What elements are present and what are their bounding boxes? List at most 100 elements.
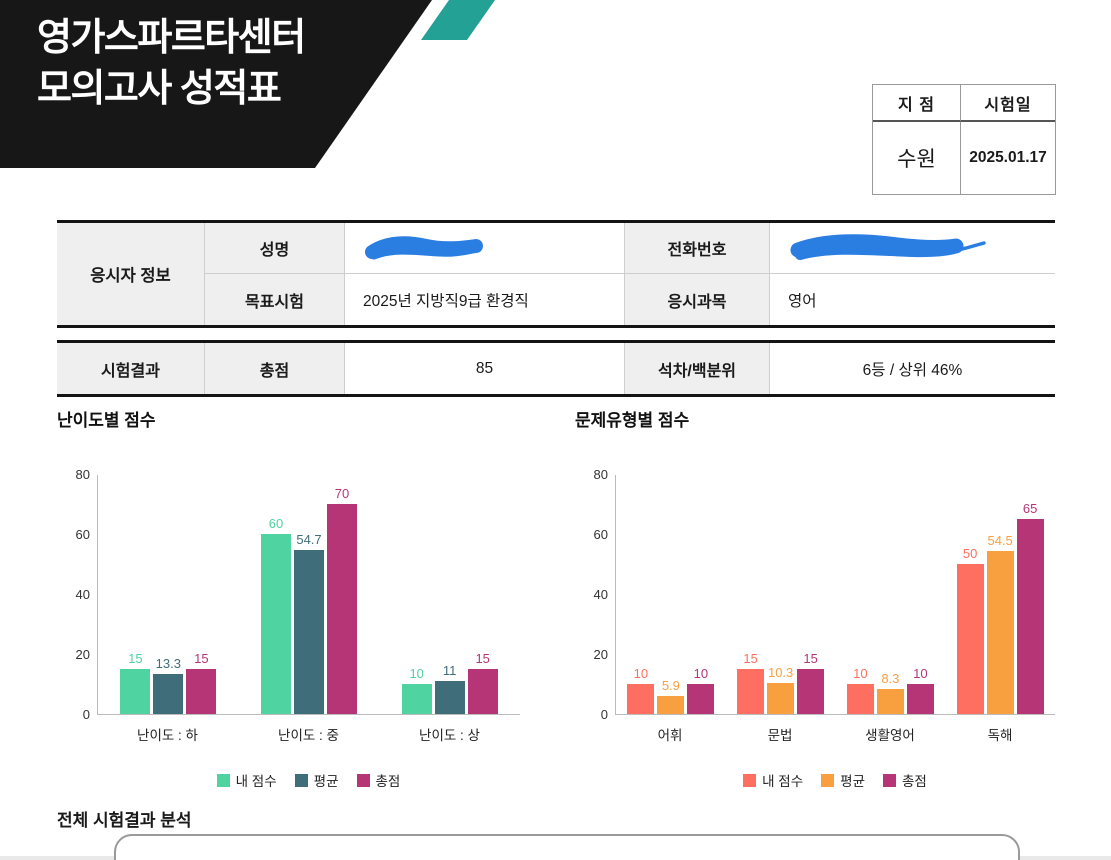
exam-date-header: 시험일	[961, 85, 1055, 122]
bar-groups: 15 13.3 15 60 54.7 70 10 11 15	[98, 475, 520, 714]
bar-group: 10 11 15	[379, 475, 520, 714]
y-axis-tick: 0	[82, 707, 90, 722]
exam-result-table: 시험결과 총점 85 석차/백분위 6등 / 상위 46%	[57, 340, 1055, 397]
legend-swatch	[216, 773, 230, 787]
bar-value-label: 54.7	[296, 531, 322, 547]
y-axis-tick: 60	[593, 527, 608, 542]
x-axis-labels: 난이도 : 하 난이도 : 중 난이도 : 상	[97, 724, 520, 744]
bar-value-label: 54.5	[987, 532, 1013, 548]
bar	[956, 564, 984, 714]
x-axis-category-label: 독해	[987, 728, 1013, 743]
bar	[401, 684, 432, 714]
bar	[120, 669, 151, 714]
bar-value-label: 10	[853, 666, 868, 681]
bar-group: 50 54.5 65	[945, 475, 1055, 714]
bar-with-label: 50	[956, 546, 984, 714]
legend-swatch	[294, 773, 308, 787]
report-title: 영가스파르타센터 모의고사 성적표	[37, 13, 306, 115]
branch-date-table: 지 점 시험일 수원 2025.01.17	[872, 84, 1056, 195]
bar-with-label: 10.3	[767, 665, 795, 714]
total-score-value: 85	[345, 343, 625, 394]
analysis-section-title: 전체 시험결과 분석	[57, 811, 192, 830]
y-axis-tick: 60	[75, 527, 90, 542]
legend-label: 내 점수	[762, 774, 804, 789]
bar-with-label: 15	[797, 651, 825, 714]
bar-with-label: 15	[120, 651, 151, 714]
bar-value-label: 10	[693, 666, 709, 681]
bar-with-label: 65	[1016, 501, 1044, 714]
bar	[846, 684, 874, 714]
bar	[737, 669, 765, 714]
legend-item: 평균	[294, 770, 339, 790]
legend-label: 총점	[375, 774, 401, 789]
legend-item: 내 점수	[743, 770, 803, 790]
bar-with-label: 10	[627, 666, 655, 714]
bar-with-label: 13.3	[153, 656, 184, 714]
name-label: 성명	[205, 223, 345, 274]
bar	[434, 681, 465, 714]
y-axis-tick: 0	[600, 707, 608, 722]
bar-value-label: 65	[1022, 501, 1038, 516]
center-name: 영가스파르타센터	[37, 17, 306, 59]
phone-redaction-scribble	[790, 234, 986, 260]
bar-group: 15 10.3 15	[726, 475, 836, 714]
plot-area: 0 20 40 60 80 10 5.9 10 15 10.3 15 10 8.3 10 50 54.5 65	[594, 467, 1055, 722]
total-score-label: 총점	[205, 343, 345, 394]
chart-question-type-title: 문제유형별 점수	[575, 411, 690, 430]
bar	[327, 504, 357, 714]
applicant-section-label: 응시자 정보	[57, 223, 205, 325]
bar	[627, 684, 655, 714]
chart-difficulty: 난이도별 점수 0 20 40 60 80 15 13.3 15 60 54.7 70 10 11 15 난…	[57, 406, 520, 790]
target-exam-value: 2025년 지방직9급 환경직	[345, 274, 625, 325]
bar	[1016, 519, 1044, 714]
bar-with-label: 54.5	[986, 532, 1014, 714]
legend-label: 평균	[840, 774, 865, 789]
legend-item: 내 점수	[216, 770, 277, 790]
legend-item: 평균	[821, 770, 865, 790]
y-axis-tick: 20	[75, 647, 90, 662]
bar-value-label: 50	[962, 546, 978, 561]
legend-swatch	[821, 773, 835, 787]
bar-value-label: 15	[128, 651, 143, 666]
bar-with-label: 70	[327, 486, 357, 714]
bar-value-label: 10	[633, 666, 649, 681]
x-axis-category-label: 난이도 : 상	[419, 728, 480, 743]
target-exam-label: 목표시험	[205, 274, 345, 325]
header-banner: 영가스파르타센터 모의고사 성적표	[0, 0, 432, 168]
phone-value	[770, 223, 1055, 274]
analysis-box	[114, 834, 1020, 860]
bar-value-label: 10	[913, 666, 928, 681]
bar-value-label: 13.3	[155, 656, 181, 672]
legend-item: 총점	[356, 770, 401, 790]
legend-swatch	[356, 773, 370, 787]
x-axis-category-label: 난이도 : 하	[137, 728, 198, 743]
legend-label: 총점	[902, 774, 927, 789]
bar-group: 15 13.3 15	[98, 475, 239, 714]
bar	[657, 696, 685, 714]
bar-value-label: 70	[334, 486, 350, 501]
phone-label: 전화번호	[625, 223, 770, 274]
result-section-label: 시험결과	[57, 343, 205, 394]
y-axis-tick: 80	[593, 467, 608, 482]
bar-value-label: 15	[475, 651, 490, 666]
bar-group: 10 8.3 10	[836, 475, 946, 714]
name-redaction-scribble	[365, 236, 483, 260]
bar-value-label: 10.3	[767, 665, 794, 681]
x-axis-category-label: 생활영어	[865, 728, 915, 743]
bar	[797, 669, 825, 714]
chart-question-type: 문제유형별 점수 0 20 40 60 80 10 5.9 10 15 10.3 15 10 8.3 10…	[575, 406, 1055, 790]
y-axis-tick: 80	[75, 467, 90, 482]
plot-area: 0 20 40 60 80 15 13.3 15 60 54.7 70 10 11 15	[76, 467, 520, 722]
teal-accent-shape	[420, 0, 495, 40]
bar-value-label: 5.9	[661, 678, 680, 694]
x-axis-category-label: 문법	[767, 728, 793, 743]
x-axis-category-label: 난이도 : 중	[278, 728, 339, 743]
bar-value-label: 15	[803, 651, 818, 666]
legend-swatch	[883, 773, 896, 787]
exam-date-value: 2025.01.17	[969, 149, 1047, 166]
rank-label: 석차/백분위	[625, 343, 770, 394]
chart-question-type-plot: 0 20 40 60 80 10 5.9 10 15 10.3 15 10 8.3 10 50 54.5 65 어…	[575, 467, 1055, 790]
bar-with-label: 10	[687, 666, 715, 714]
branch-value: 수원	[873, 122, 961, 194]
bar	[906, 684, 934, 714]
